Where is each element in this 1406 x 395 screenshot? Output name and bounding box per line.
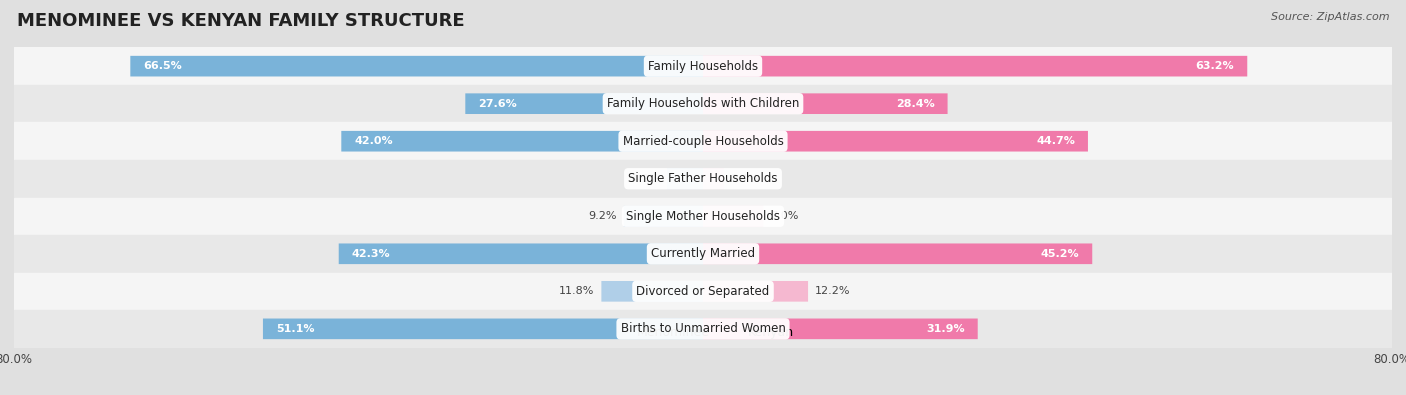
FancyBboxPatch shape — [342, 131, 703, 152]
Text: 27.6%: 27.6% — [478, 99, 517, 109]
FancyBboxPatch shape — [703, 206, 763, 227]
Text: 12.2%: 12.2% — [815, 286, 851, 296]
FancyBboxPatch shape — [131, 56, 703, 77]
Text: 44.7%: 44.7% — [1036, 136, 1076, 146]
Text: 28.4%: 28.4% — [896, 99, 935, 109]
Text: 9.2%: 9.2% — [588, 211, 617, 221]
Legend: Menominee, Kenyan: Menominee, Kenyan — [607, 322, 799, 344]
Text: Divorced or Separated: Divorced or Separated — [637, 285, 769, 298]
FancyBboxPatch shape — [339, 243, 703, 264]
Text: 42.0%: 42.0% — [354, 136, 392, 146]
Bar — [14, 122, 1392, 160]
FancyBboxPatch shape — [263, 318, 703, 339]
Text: Family Households: Family Households — [648, 60, 758, 73]
Bar — [14, 160, 1392, 198]
Bar — [14, 235, 1392, 273]
FancyBboxPatch shape — [703, 131, 1088, 152]
FancyBboxPatch shape — [624, 206, 703, 227]
FancyBboxPatch shape — [703, 168, 724, 189]
Bar — [14, 198, 1392, 235]
Text: Single Father Households: Single Father Households — [628, 172, 778, 185]
FancyBboxPatch shape — [703, 318, 977, 339]
Text: Births to Unmarried Women: Births to Unmarried Women — [620, 322, 786, 335]
Bar — [14, 47, 1392, 85]
Text: Source: ZipAtlas.com: Source: ZipAtlas.com — [1271, 12, 1389, 22]
FancyBboxPatch shape — [703, 56, 1247, 77]
Text: 31.9%: 31.9% — [927, 324, 965, 334]
Text: Currently Married: Currently Married — [651, 247, 755, 260]
Text: Family Households with Children: Family Households with Children — [607, 97, 799, 110]
Text: Single Mother Households: Single Mother Households — [626, 210, 780, 223]
Text: 63.2%: 63.2% — [1195, 61, 1234, 71]
Text: 7.0%: 7.0% — [770, 211, 799, 221]
FancyBboxPatch shape — [602, 281, 703, 302]
FancyBboxPatch shape — [703, 243, 1092, 264]
Text: 4.2%: 4.2% — [631, 174, 659, 184]
Bar — [14, 273, 1392, 310]
Text: 51.1%: 51.1% — [276, 324, 315, 334]
Bar — [14, 310, 1392, 348]
Bar — [14, 85, 1392, 122]
FancyBboxPatch shape — [703, 93, 948, 114]
FancyBboxPatch shape — [465, 93, 703, 114]
Text: MENOMINEE VS KENYAN FAMILY STRUCTURE: MENOMINEE VS KENYAN FAMILY STRUCTURE — [17, 12, 464, 30]
FancyBboxPatch shape — [703, 281, 808, 302]
Text: 45.2%: 45.2% — [1040, 249, 1080, 259]
Text: 42.3%: 42.3% — [352, 249, 391, 259]
FancyBboxPatch shape — [666, 168, 703, 189]
Text: 11.8%: 11.8% — [560, 286, 595, 296]
Text: 66.5%: 66.5% — [143, 61, 181, 71]
Text: 2.4%: 2.4% — [731, 174, 759, 184]
Text: Married-couple Households: Married-couple Households — [623, 135, 783, 148]
